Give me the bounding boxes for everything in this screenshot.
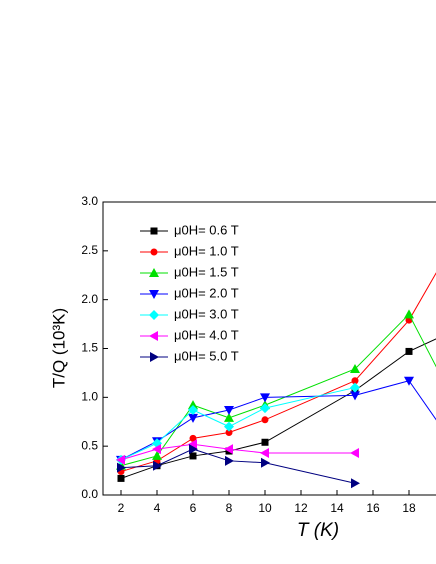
series-line: [120, 387, 356, 461]
marker: [117, 474, 125, 482]
marker: [351, 478, 360, 489]
x-axis-label: T (K): [297, 520, 339, 541]
y-tick-label: 2.5: [81, 243, 98, 257]
marker: [261, 457, 270, 468]
y-tick-label: 0.5: [81, 438, 98, 452]
marker: [260, 448, 269, 459]
series-line: [120, 272, 436, 473]
x-tick-label: 18: [402, 501, 416, 515]
series-line: [120, 313, 436, 467]
marker: [260, 403, 270, 414]
legend-marker: [150, 352, 159, 362]
marker: [224, 406, 234, 416]
x-tick-label: 6: [190, 501, 197, 515]
legend-marker: [149, 310, 159, 320]
legend-label: μ0H= 0.6 T: [174, 222, 239, 237]
marker: [260, 393, 270, 403]
marker: [117, 462, 126, 473]
y-tick-label: 1.5: [81, 341, 98, 355]
marker: [153, 460, 162, 471]
y-tick-label: 3.0: [81, 194, 98, 208]
marker: [188, 400, 198, 410]
legend-label: μ0H= 4.0 T: [174, 327, 239, 342]
marker: [405, 347, 413, 355]
marker: [350, 391, 360, 401]
marker: [225, 455, 234, 466]
legend-marker: [150, 248, 158, 256]
marker: [224, 421, 234, 432]
marker: [224, 444, 233, 455]
marker: [188, 439, 197, 450]
marker: [404, 376, 414, 386]
legend-marker: [149, 268, 159, 277]
marker: [351, 377, 359, 385]
marker: [189, 444, 198, 455]
marker: [116, 454, 125, 465]
marker: [350, 448, 359, 459]
marker: [225, 428, 233, 436]
legend-label: μ0H= 5.0 T: [174, 348, 239, 363]
x-tick-label: 10: [258, 501, 272, 515]
legend-marker: [150, 227, 158, 235]
marker: [189, 434, 197, 442]
legend-marker: [149, 331, 158, 341]
y-tick-label: 0.0: [81, 487, 98, 501]
marker: [224, 412, 234, 422]
x-tick-label: 4: [154, 501, 161, 515]
x-tick-label: 14: [330, 501, 344, 515]
plot-area: [116, 272, 436, 489]
marker: [404, 309, 414, 319]
series-line: [120, 338, 436, 479]
legend-label: μ0H= 3.0 T: [174, 306, 239, 321]
marker: [188, 405, 198, 416]
marker: [261, 416, 269, 424]
x-tick-label: 2: [118, 501, 125, 515]
series-line: [120, 443, 355, 461]
y-tick-label: 1.0: [81, 390, 98, 404]
series-line: [120, 448, 356, 484]
legend-label: μ0H= 1.0 T: [174, 243, 239, 258]
marker: [189, 452, 197, 460]
y-tick-label: 2.0: [81, 292, 98, 306]
x-tick-label: 12: [294, 501, 308, 515]
legend-label: μ0H= 1.5 T: [174, 264, 239, 279]
axes-frame: [102, 201, 436, 496]
y-axis-label: T/Q (10³K): [49, 308, 68, 388]
marker: [152, 450, 162, 460]
marker: [188, 413, 198, 423]
legend-marker: [149, 290, 159, 299]
x-tick-label: 8: [226, 501, 233, 515]
marker: [350, 382, 360, 393]
legend-label: μ0H= 2.0 T: [174, 285, 239, 300]
x-tick-label: 16: [366, 501, 380, 515]
marker: [152, 444, 161, 455]
marker: [350, 364, 360, 374]
marker: [261, 438, 269, 446]
